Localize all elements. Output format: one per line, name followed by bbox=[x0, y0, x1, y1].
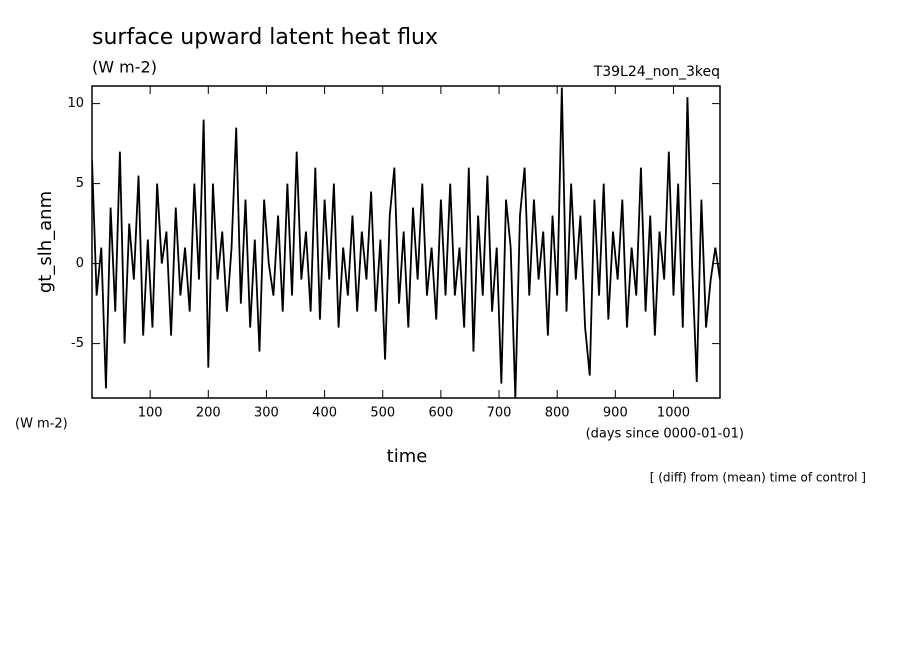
plot-frame bbox=[91, 85, 721, 399]
y-tick-label: 10 bbox=[67, 96, 84, 111]
x-tick-label: 700 bbox=[487, 406, 512, 421]
x-tick-label: 200 bbox=[196, 406, 221, 421]
x-units: (days since 0000-01-01) bbox=[586, 427, 744, 442]
x-tick-label: 300 bbox=[254, 406, 279, 421]
chart-title: surface upward latent heat flux bbox=[92, 25, 438, 50]
subtitle: (W m-2) bbox=[92, 58, 157, 77]
x-tick-label: 100 bbox=[138, 406, 163, 421]
x-tick-label: 800 bbox=[545, 406, 570, 421]
run-label: T39L24_non_3keq bbox=[593, 64, 720, 80]
y-tick-label: 0 bbox=[76, 256, 84, 271]
y-units: (W m-2) bbox=[15, 417, 68, 432]
y-tick-label: 5 bbox=[76, 176, 84, 191]
x-tick-label: 900 bbox=[603, 406, 628, 421]
y-tick-label: -5 bbox=[71, 336, 84, 351]
x-tick-label: 600 bbox=[428, 406, 453, 421]
data-line bbox=[92, 87, 720, 398]
x-tick-label: 1000 bbox=[657, 406, 690, 421]
note: [ (diff) from (mean) time of control ] bbox=[650, 471, 866, 485]
x-tick-label: 400 bbox=[312, 406, 337, 421]
x-axis-label: time bbox=[387, 446, 428, 467]
x-tick-label: 500 bbox=[370, 406, 395, 421]
y-axis-label: gt_slh_anm bbox=[35, 191, 56, 293]
